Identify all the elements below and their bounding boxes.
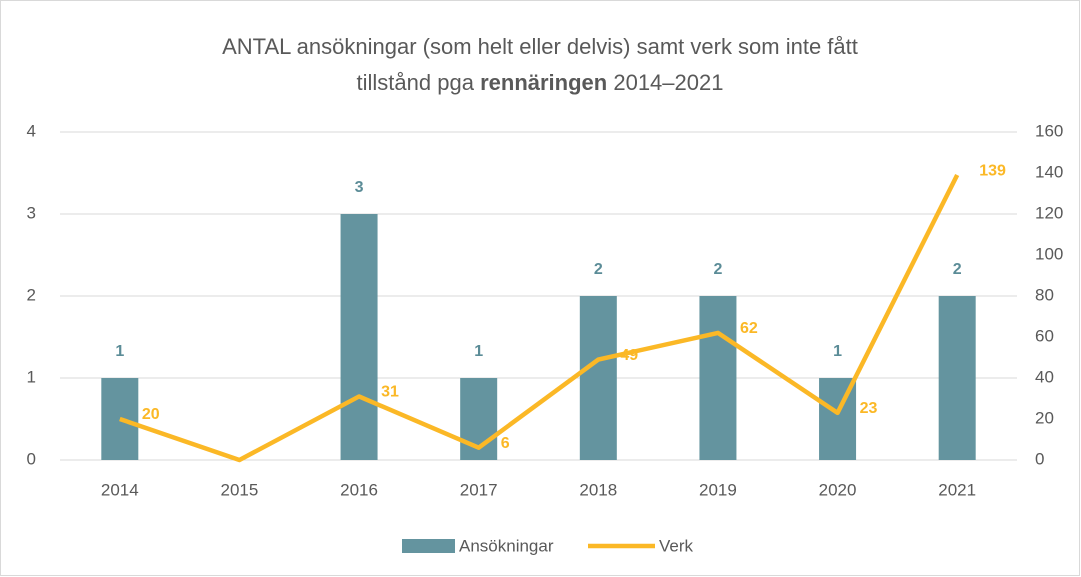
bar-value-label: 1: [115, 343, 124, 360]
title-part: 2014–2021: [613, 70, 723, 95]
legend-label: Verk: [659, 536, 694, 555]
line-value-label: 139: [979, 162, 1006, 179]
bar-value-label: 2: [594, 261, 603, 278]
y-tick-label: 0: [27, 449, 36, 468]
bar-value-label: 1: [474, 343, 483, 360]
x-tick-label: 2017: [460, 480, 498, 499]
legend-label: Ansökningar: [459, 536, 554, 555]
title-part: rennäringen: [480, 70, 607, 95]
line-value-label: 23: [860, 400, 878, 417]
bar: [340, 214, 378, 460]
line-value-label: 49: [620, 347, 638, 364]
x-tick-label: 2016: [340, 480, 378, 499]
x-tick-label: 2018: [579, 480, 617, 499]
y2-tick-label: 100: [1035, 244, 1063, 263]
x-tick-label: 2019: [699, 480, 737, 499]
y-tick-label: 2: [27, 285, 36, 304]
y2-tick-label: 120: [1035, 203, 1063, 222]
y2-tick-label: 20: [1035, 408, 1054, 427]
y2-tick-label: 80: [1035, 285, 1054, 304]
y2-tick-label: 140: [1035, 162, 1063, 181]
y-tick-label: 1: [27, 367, 36, 386]
line-value-label: 62: [740, 320, 758, 337]
x-tick-label: 2021: [938, 480, 976, 499]
chart-title: tillstånd pga rennäringen 2014–2021: [357, 70, 724, 95]
y-tick-label: 3: [27, 203, 36, 222]
bar-value-label: 3: [355, 179, 364, 196]
line-value-label: 20: [142, 406, 160, 423]
y2-tick-label: 160: [1035, 121, 1063, 140]
y2-tick-label: 40: [1035, 367, 1054, 386]
y2-tick-label: 60: [1035, 326, 1054, 345]
bar-value-label: 1: [833, 343, 842, 360]
bar: [938, 296, 976, 460]
bar-value-label: 2: [953, 261, 962, 278]
legend-swatch: [402, 539, 455, 553]
y-tick-label: 4: [27, 121, 36, 140]
x-tick-label: 2014: [101, 480, 139, 499]
x-tick-label: 2015: [221, 480, 259, 499]
x-tick-label: 2020: [819, 480, 857, 499]
bar: [579, 296, 617, 460]
title-part: tillstånd pga: [357, 70, 475, 95]
bar: [699, 296, 737, 460]
y2-tick-label: 0: [1035, 449, 1044, 468]
chart-title: ANTAL ansökningar (som helt eller delvis…: [222, 34, 858, 59]
line-value-label: 31: [381, 384, 399, 401]
bar-value-label: 2: [713, 261, 722, 278]
line-value-label: 6: [501, 435, 510, 452]
line: [119, 174, 960, 463]
